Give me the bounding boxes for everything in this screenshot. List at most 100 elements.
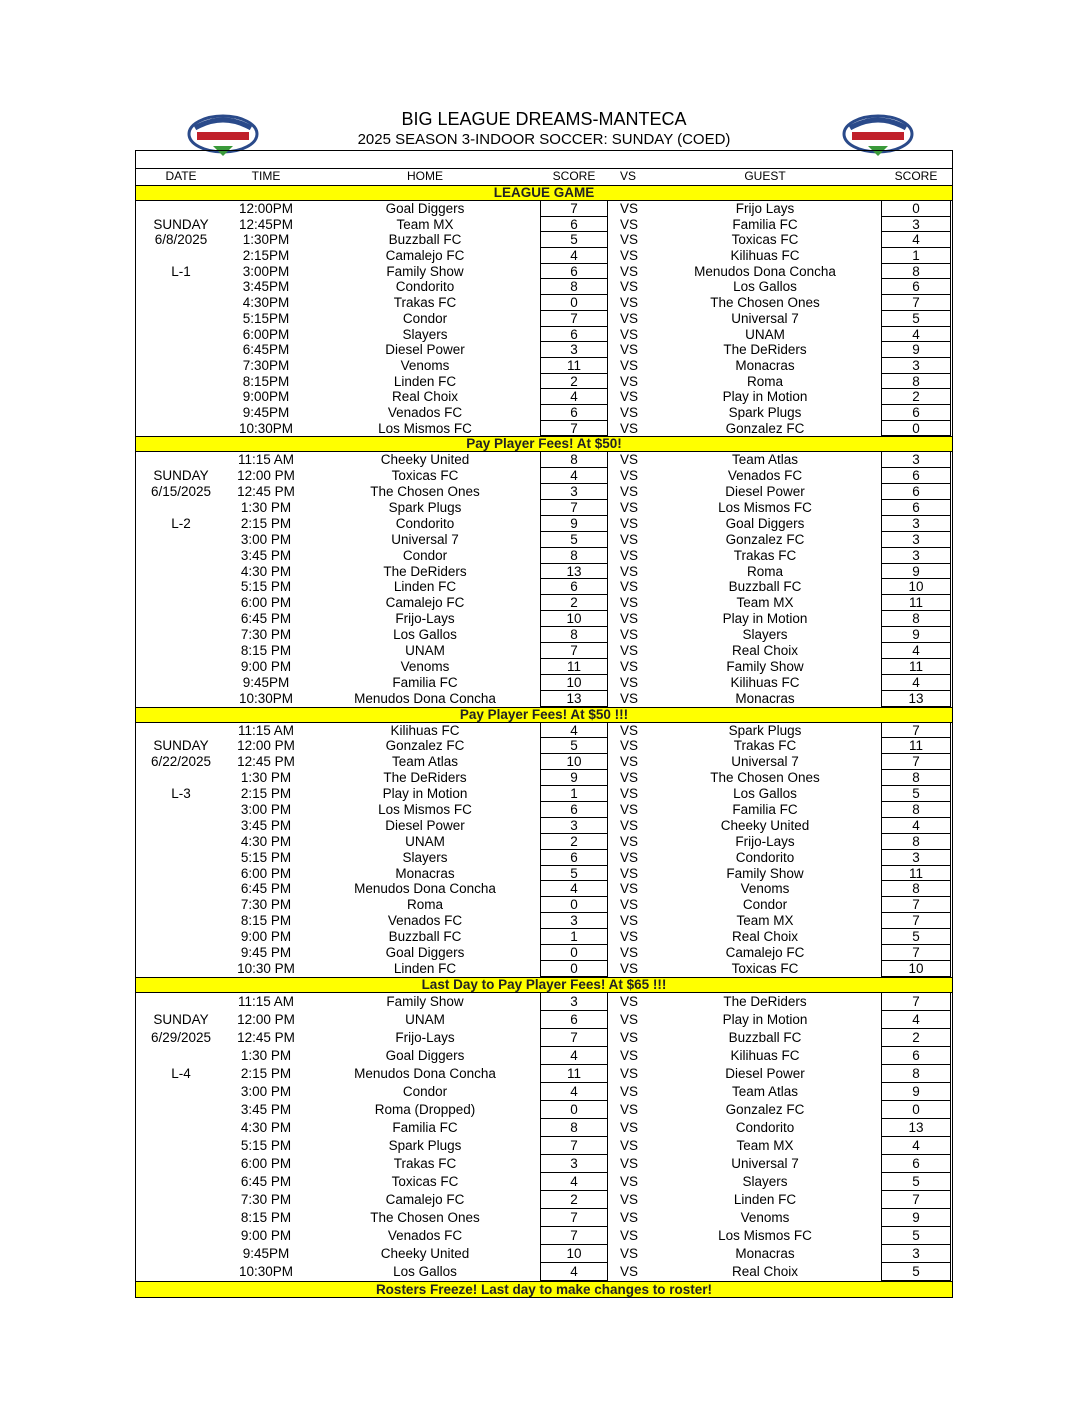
home-score: 4 (540, 881, 608, 898)
guest-score: 4 (881, 643, 951, 659)
vs-label: VS (620, 1119, 639, 1135)
guest-team: Toxicas FC (731, 960, 799, 976)
guest-score: 8 (881, 833, 951, 850)
guest-team: Frijo Lays (735, 201, 795, 216)
game-time: 12:45PM (238, 216, 294, 232)
vs-label: VS (620, 201, 639, 216)
game-time: 3:00 PM (240, 531, 292, 547)
game-row: 6:00 PM Camalejo FC 2 VS Team MX 11 (136, 595, 952, 612)
guest-team: Team MX (736, 913, 794, 929)
home-score: 0 (540, 295, 608, 311)
vs-label: VS (620, 722, 639, 738)
game-date: 6/15/2025 (150, 484, 212, 500)
game-row: 1:30 PM Spark Plugs 7 VS Los Mismos FC 6 (136, 499, 952, 516)
home-score: 4 (540, 1082, 608, 1101)
week-label: L-3 (171, 786, 191, 802)
game-time: 6:45 PM (240, 1173, 292, 1189)
home-score: 7 (540, 1136, 608, 1155)
home-score: 7 (540, 1028, 608, 1047)
game-time: 8:15 PM (240, 1209, 292, 1225)
guest-score: 7 (881, 913, 951, 930)
vs-label: VS (620, 484, 639, 500)
guest-team: Familia FC (732, 802, 798, 818)
game-time: 5:15 PM (240, 1137, 292, 1153)
column-header-row: DATE TIME HOME SCORE VS GUEST SCORE (136, 169, 952, 185)
game-row: 9:00 PM Buzzball FC 1 VS Real Choix 5 (136, 929, 952, 946)
vs-label: VS (620, 993, 639, 1009)
vs-label: VS (620, 468, 639, 484)
guest-team: Team Atlas (731, 1083, 799, 1099)
home-team: Linden FC (393, 579, 457, 595)
col-home: HOME (407, 169, 443, 183)
vs-label: VS (620, 611, 639, 627)
game-time: 9:45 PM (240, 945, 292, 961)
guest-score: 0 (881, 201, 951, 217)
home-team: Condor (402, 1083, 448, 1099)
home-score: 6 (540, 579, 608, 596)
home-score: 7 (540, 201, 608, 217)
col-vs: VS (620, 169, 637, 183)
game-row: 9:45 PM Goal Diggers 0 VS Camalejo FC 7 (136, 945, 952, 961)
vs-label: VS (620, 1137, 639, 1153)
home-score: 6 (540, 1010, 608, 1029)
guest-score: 5 (881, 929, 951, 946)
home-team: Diesel Power (385, 817, 465, 833)
vs-label: VS (620, 342, 639, 358)
home-team: Condor (402, 547, 448, 563)
guest-team: Team Atlas (731, 452, 799, 468)
game-time: 1:30 PM (240, 1047, 292, 1063)
game-time: 12:00PM (238, 201, 294, 216)
vs-label: VS (620, 865, 639, 881)
home-team: Condorito (395, 279, 455, 295)
game-row: 6:00PM Slayers 6 VS UNAM 4 (136, 326, 952, 343)
game-row: 5:15 PM Slayers 6 VS Condorito 3 (136, 849, 952, 866)
game-time: 5:15PM (242, 310, 290, 326)
home-score: 6 (540, 326, 608, 343)
guest-score: 6 (881, 499, 951, 516)
guest-score: 4 (881, 232, 951, 249)
home-score: 7 (540, 310, 608, 327)
guest-team: Los Mismos FC (718, 499, 812, 515)
guest-team: Kilihuas FC (730, 1047, 800, 1063)
home-score: 8 (540, 1118, 608, 1137)
home-score: 4 (540, 389, 608, 405)
guest-team: Buzzball FC (728, 1029, 802, 1045)
game-time: 2:15 PM (240, 1065, 292, 1081)
page-title: BIG LEAGUE DREAMS-MANTECA (401, 109, 687, 129)
home-score: 10 (540, 1244, 608, 1263)
game-time: 10:30PM (238, 690, 294, 706)
guest-team: Spark Plugs (728, 404, 802, 420)
home-score: 8 (540, 627, 608, 643)
game-row: 4:30 PM UNAM 2 VS Frijo-Lays 8 (136, 833, 952, 850)
home-team: Buzzball FC (388, 929, 462, 945)
guest-team: Linden FC (733, 1191, 797, 1207)
home-team: Slayers (402, 849, 448, 865)
home-score: 8 (540, 452, 608, 469)
game-day: SUNDAY (153, 1011, 209, 1027)
home-team: Goal Diggers (385, 1047, 465, 1063)
home-score: 7 (540, 420, 608, 437)
game-time: 12:00 PM (237, 468, 295, 484)
guest-team: Los Mismos FC (718, 1227, 812, 1243)
game-time: 6:00 PM (240, 1155, 292, 1171)
section-banner: Pay Player Fees! At $50! (136, 436, 952, 453)
vs-label: VS (620, 945, 639, 961)
game-time: 3:45 PM (240, 1101, 292, 1117)
home-team: Venados FC (387, 913, 463, 929)
guest-score: 3 (881, 1244, 951, 1263)
game-time: 3:00 PM (240, 1083, 292, 1099)
home-team: Los Gallos (393, 627, 457, 643)
guest-team: Universal 7 (731, 310, 799, 326)
game-row: 8:15PM Linden FC 2 VS Roma 8 (136, 373, 952, 390)
vs-label: VS (620, 674, 639, 690)
home-score: 2 (540, 833, 608, 850)
vs-label: VS (620, 295, 639, 311)
game-row: 11:15 AM Family Show 3 VS The DeRiders 7 (136, 992, 952, 1011)
home-score: 2 (540, 595, 608, 612)
vs-label: VS (620, 929, 639, 945)
guest-team: Cheeky United (720, 817, 810, 833)
home-team: Trakas FC (393, 295, 457, 311)
game-row: 8:15 PM UNAM 7 VS Real Choix 4 (136, 643, 952, 659)
home-score: 1 (540, 786, 608, 803)
home-team: Team MX (396, 216, 454, 232)
